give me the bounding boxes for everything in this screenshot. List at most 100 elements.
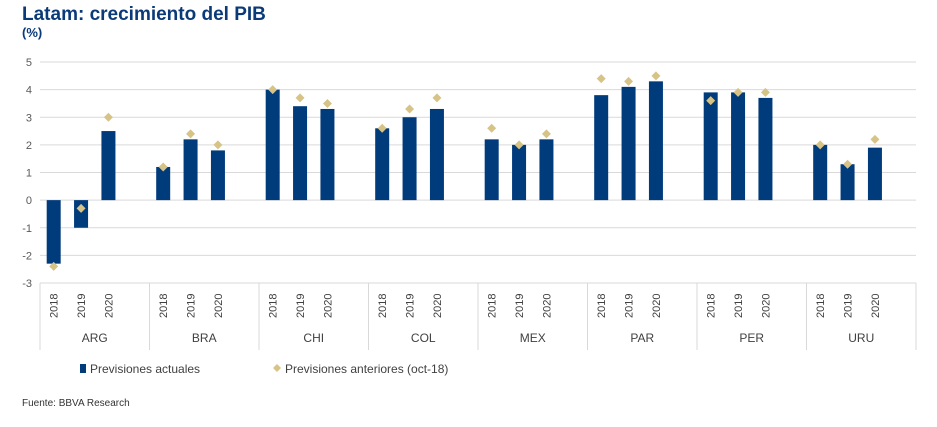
bar-arg-2019	[74, 200, 89, 228]
marker-arg-2020	[103, 112, 113, 122]
x-tick-year: 2018	[268, 294, 280, 318]
bar-col-2018	[375, 128, 390, 201]
marker-col-2019	[405, 104, 415, 114]
legend-bar-swatch	[80, 364, 86, 373]
bar-uru-2019	[840, 164, 855, 201]
x-tick-year: 2020	[213, 294, 225, 318]
bar-chi-2019	[293, 106, 308, 201]
group-label: URU	[848, 331, 874, 345]
marker-per-2018	[706, 96, 716, 106]
group-label: ARG	[82, 331, 108, 345]
marker-arg-2018	[49, 261, 59, 271]
legend-label-previous: Previsiones anteriores (oct-18)	[285, 362, 448, 376]
y-tick-label: -2	[22, 250, 32, 262]
x-tick-year: 2018	[487, 294, 499, 318]
marker-par-2019	[624, 76, 634, 86]
x-tick-year: 2018	[49, 294, 61, 318]
group-label: PER	[739, 331, 764, 345]
marker-bra-2020	[213, 140, 223, 150]
chart-unit-label: (%)	[22, 25, 43, 40]
y-tick-label: 3	[26, 112, 32, 124]
marker-bra-2019	[186, 129, 196, 139]
y-tick-label: -3	[22, 278, 32, 290]
x-tick-year: 2019	[843, 294, 855, 318]
x-tick-year: 2019	[186, 294, 198, 318]
x-tick-year: 2019	[295, 294, 307, 318]
bar-col-2020	[429, 108, 444, 201]
bar-bra-2019	[183, 139, 198, 201]
bar-par-2020	[648, 81, 663, 201]
y-tick-label: -1	[22, 223, 32, 235]
marker-col-2020	[432, 93, 442, 103]
bar-arg-2020	[101, 131, 116, 201]
chart-title: Latam: crecimiento del PIB	[22, 4, 266, 25]
y-tick-label: 0	[26, 195, 32, 207]
marker-chi-2019	[295, 93, 305, 103]
marker-mex-2018	[487, 123, 497, 133]
marker-uru-2018	[815, 140, 825, 150]
legend-label-current: Previsiones actuales	[90, 362, 200, 376]
bar-bra-2018	[156, 166, 171, 201]
markers-previous-forecasts	[49, 71, 880, 271]
x-tick-year: 2018	[815, 294, 827, 318]
legend: Previsiones actuales Previsiones anterior…	[80, 362, 448, 376]
x-tick-year: 2018	[377, 294, 389, 318]
bar-par-2018	[594, 95, 609, 201]
legend-marker-swatch	[273, 364, 281, 372]
x-axis: 2018 2019 2020 ARG 2018 2019 2020 BRA 2018 2019 20…	[39, 282, 917, 350]
group-label: MEX	[520, 331, 546, 345]
bar-mex-2018	[484, 139, 499, 201]
marker-par-2020	[651, 71, 661, 81]
x-tick-year: 2019	[76, 294, 88, 318]
marker-mex-2019	[514, 140, 524, 150]
x-tick-year: 2020	[322, 294, 334, 318]
y-tick-label: 1	[26, 168, 32, 180]
x-tick-year: 2019	[733, 294, 745, 318]
x-tick-year: 2018	[158, 294, 170, 318]
source-note: Fuente: BBVA Research	[22, 398, 130, 409]
bar-mex-2019	[512, 144, 527, 201]
bar-chi-2020	[320, 108, 335, 201]
x-tick-year: 2019	[514, 294, 526, 318]
x-tick-year: 2019	[624, 294, 636, 318]
marker-bra-2018	[158, 162, 168, 172]
bar-uru-2020	[867, 147, 882, 201]
bar-uru-2018	[813, 144, 828, 201]
grid-lines	[40, 61, 916, 284]
bar-per-2020	[758, 97, 773, 201]
marker-chi-2018	[268, 85, 278, 95]
bar-arg-2018	[46, 200, 61, 264]
x-tick-year: 2020	[541, 294, 553, 318]
x-tick-year: 2020	[760, 294, 772, 318]
y-axis-ticks: 5 4 3 2 1 0 -1 -2 -3	[22, 57, 32, 290]
marker-per-2020	[760, 87, 770, 97]
bar-per-2019	[731, 92, 746, 201]
y-tick-label: 5	[26, 57, 32, 69]
marker-par-2018	[596, 74, 606, 84]
x-tick-year: 2020	[651, 294, 663, 318]
y-tick-label: 4	[26, 85, 32, 97]
x-tick-year: 2020	[103, 294, 115, 318]
group-label: COL	[411, 331, 436, 345]
x-tick-year: 2020	[870, 294, 882, 318]
marker-col-2018	[377, 123, 387, 133]
y-tick-label: 2	[26, 140, 32, 152]
marker-chi-2020	[322, 98, 332, 108]
bar-mex-2020	[539, 139, 554, 201]
x-tick-year: 2018	[596, 294, 608, 318]
marker-arg-2019	[76, 203, 86, 213]
x-tick-year: 2018	[706, 294, 718, 318]
x-tick-year: 2019	[405, 294, 417, 318]
marker-per-2019	[733, 87, 743, 97]
bar-chi-2018	[265, 89, 280, 201]
bar-par-2019	[621, 86, 636, 201]
group-label: CHI	[303, 331, 324, 345]
bar-col-2019	[402, 117, 417, 201]
bars-current-forecasts	[46, 81, 882, 264]
marker-mex-2020	[541, 129, 551, 139]
x-tick-year: 2020	[432, 294, 444, 318]
group-label: PAR	[630, 331, 654, 345]
group-label: BRA	[192, 331, 217, 345]
bar-per-2018	[703, 92, 718, 201]
